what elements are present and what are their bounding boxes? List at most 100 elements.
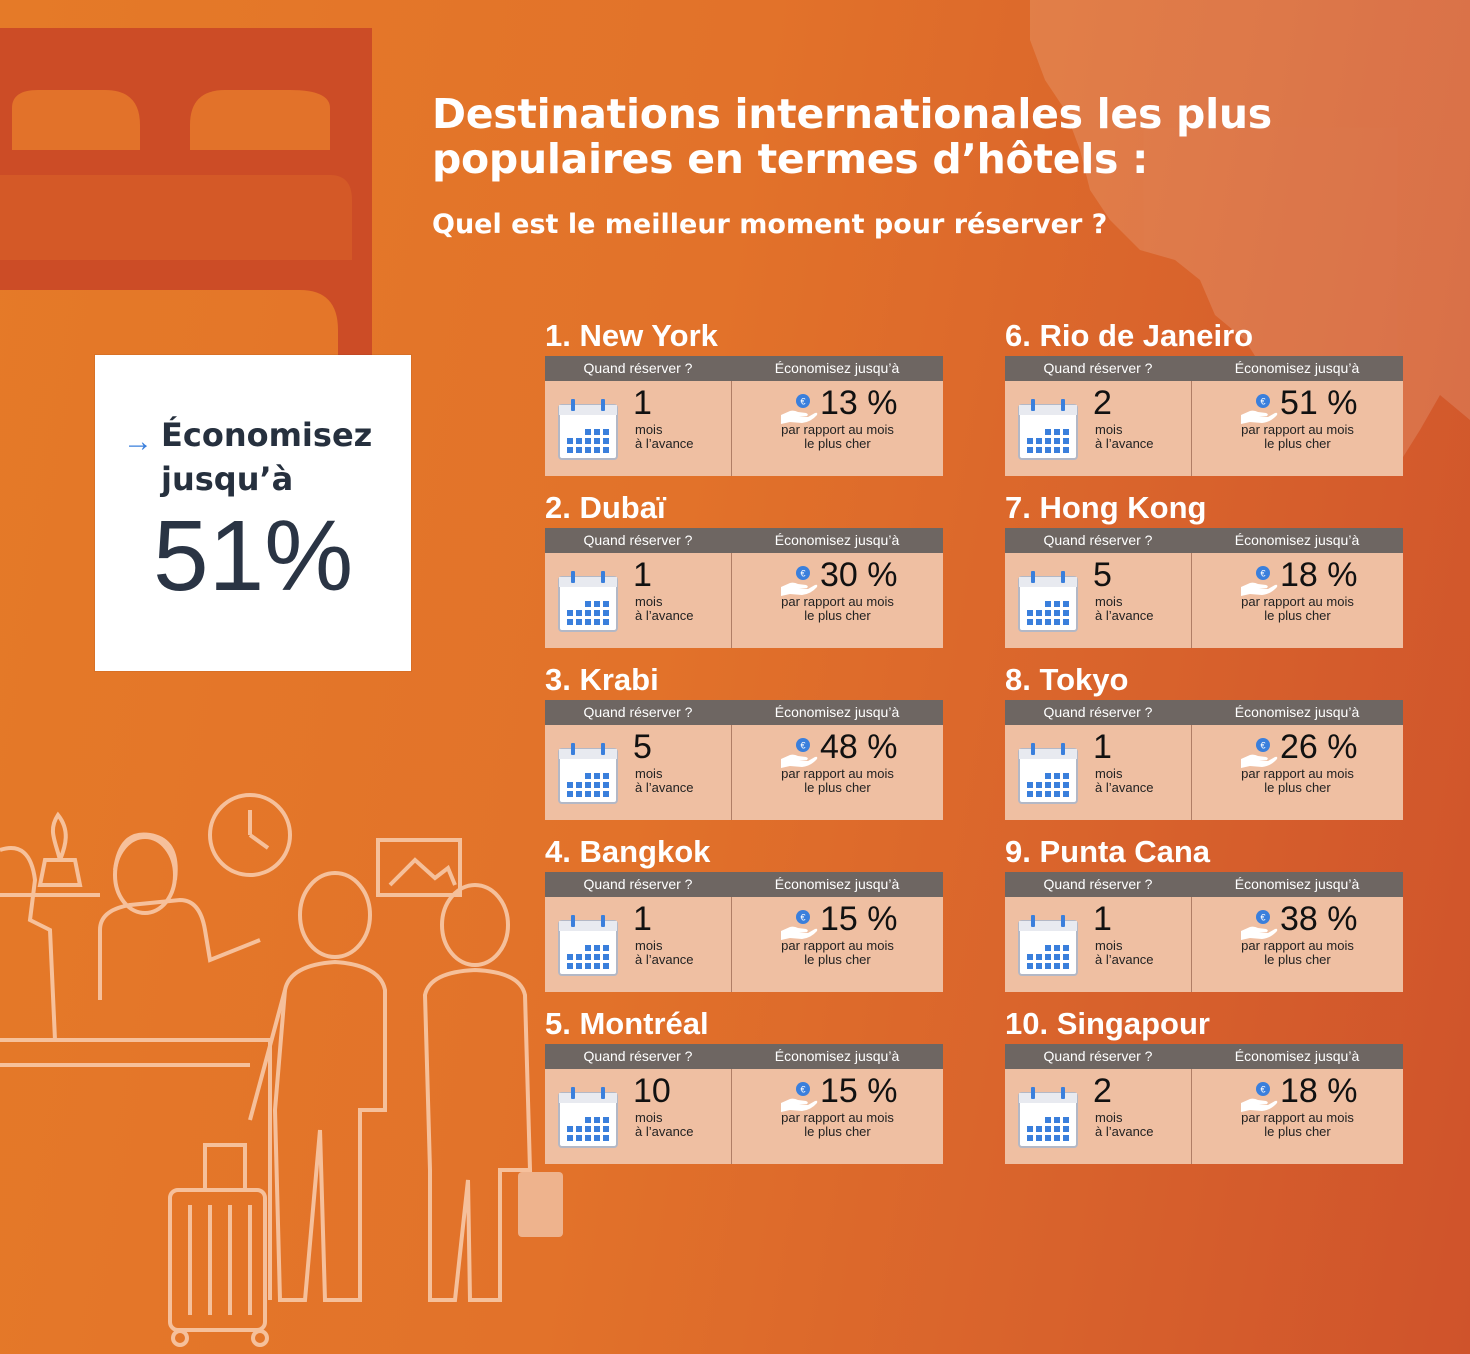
destination-card: 3. Krabi Quand réserver ? Économisez jus…: [545, 662, 943, 820]
calendar-icon: [1017, 743, 1079, 805]
when-cell: 2 mois à l’avance: [1005, 381, 1192, 476]
compare-line-2: le plus cher: [804, 436, 871, 451]
months-unit-line-2: à l’avance: [1095, 1124, 1154, 1139]
months-unit: mois à l’avance: [635, 939, 694, 967]
euro-hand-icon: €: [1238, 905, 1278, 945]
savings-compare: par rapport au mois le plus cher: [1192, 595, 1403, 623]
destination-card: 8. Tokyo Quand réserver ? Économisez jus…: [1005, 662, 1403, 820]
when-cell: 1 mois à l’avance: [1005, 897, 1192, 992]
savings-compare: par rapport au mois le plus cher: [732, 939, 943, 967]
when-cell: 2 mois à l’avance: [1005, 1069, 1192, 1164]
world-map-shape: [1030, 0, 1470, 470]
months-unit-line-1: mois: [1095, 938, 1123, 953]
destination-title: 4. Bangkok: [545, 834, 711, 869]
svg-text:€: €: [800, 569, 805, 579]
compare-line-2: le plus cher: [804, 952, 871, 967]
destination-card: 4. Bangkok Quand réserver ? Économisez j…: [545, 834, 943, 992]
savings-compare: par rapport au mois le plus cher: [1192, 767, 1403, 795]
savings-compare: par rapport au mois le plus cher: [732, 767, 943, 795]
save-header: Économisez jusqu’à: [1234, 704, 1360, 720]
months-value: 2: [1093, 1072, 1112, 1110]
destination-card: 7. Hong Kong Quand réserver ? Économisez…: [1005, 490, 1403, 648]
when-header: Quand réserver ?: [583, 532, 693, 548]
months-unit-line-2: à l’avance: [635, 436, 694, 451]
months-unit-line-2: à l’avance: [1095, 780, 1154, 795]
compare-line-1: par rapport au mois: [781, 1110, 894, 1125]
months-value: 2: [1093, 384, 1112, 422]
savings-value: 51 %: [1280, 384, 1358, 422]
calendar-icon: [1017, 1087, 1079, 1149]
months-unit-line-2: à l’avance: [635, 952, 694, 967]
euro-hand-icon: €: [778, 1077, 818, 1117]
compare-line-2: le plus cher: [1264, 952, 1331, 967]
calendar-icon: [1017, 399, 1079, 461]
savings-cell: € 13 % par rapport au mois le plus cher: [732, 381, 943, 476]
savings-promo-box: → Économisez jusqu’à 51%: [95, 355, 411, 671]
months-unit-line-1: mois: [1095, 766, 1123, 781]
calendar-icon: [557, 399, 619, 461]
card-header: Quand réserver ? Économisez jusqu’à: [1005, 700, 1403, 725]
months-unit-line-2: à l’avance: [1095, 608, 1154, 623]
compare-line-1: par rapport au mois: [1241, 422, 1354, 437]
compare-line-1: par rapport au mois: [1241, 594, 1354, 609]
when-header: Quand réserver ?: [583, 876, 693, 892]
months-value: 1: [1093, 900, 1112, 938]
compare-line-2: le plus cher: [804, 608, 871, 623]
svg-text:€: €: [800, 741, 805, 751]
euro-hand-icon: €: [1238, 561, 1278, 601]
destination-card: 1. New York Quand réserver ? Économisez …: [545, 318, 943, 476]
card-header: Quand réserver ? Économisez jusqu’à: [545, 356, 943, 381]
compare-line-1: par rapport au mois: [1241, 766, 1354, 781]
save-header: Économisez jusqu’à: [774, 1048, 900, 1064]
compare-line-2: le plus cher: [1264, 436, 1331, 451]
savings-value: 30 %: [820, 556, 898, 594]
months-unit: mois à l’avance: [1095, 939, 1154, 967]
when-header: Quand réserver ?: [583, 704, 693, 720]
calendar-icon: [1017, 571, 1079, 633]
when-cell: 10 mois à l’avance: [545, 1069, 732, 1164]
card-header: Quand réserver ? Économisez jusqu’à: [1005, 872, 1403, 897]
calendar-icon: [557, 743, 619, 805]
when-cell: 1 mois à l’avance: [545, 381, 732, 476]
svg-text:€: €: [800, 1085, 805, 1095]
save-header: Économisez jusqu’à: [1234, 532, 1360, 548]
card-header: Quand réserver ? Économisez jusqu’à: [1005, 528, 1403, 553]
card-header: Quand réserver ? Économisez jusqu’à: [545, 700, 943, 725]
months-unit: mois à l’avance: [1095, 1111, 1154, 1139]
compare-line-1: par rapport au mois: [781, 766, 894, 781]
when-header: Quand réserver ?: [1043, 876, 1153, 892]
calendar-icon: [557, 1087, 619, 1149]
save-header: Économisez jusqu’à: [774, 532, 900, 548]
months-value: 1: [633, 900, 652, 938]
savings-value: 15 %: [820, 1072, 898, 1110]
card-header: Quand réserver ? Économisez jusqu’à: [1005, 1044, 1403, 1069]
save-header: Économisez jusqu’à: [774, 704, 900, 720]
promo-value: 51%: [153, 500, 354, 612]
destination-card: 10. Singapour Quand réserver ? Économise…: [1005, 1006, 1403, 1164]
months-unit: mois à l’avance: [1095, 595, 1154, 623]
euro-hand-icon: €: [778, 733, 818, 773]
title-line-1: Destinations internationales les plus: [432, 90, 1272, 138]
when-header: Quand réserver ?: [1043, 532, 1153, 548]
months-unit-line-1: mois: [635, 1110, 663, 1125]
compare-line-1: par rapport au mois: [781, 422, 894, 437]
calendar-icon: [1017, 915, 1079, 977]
savings-cell: € 18 % par rapport au mois le plus cher: [1192, 553, 1403, 648]
card-body: 1 mois à l’avance € 38 % par rapport au …: [1005, 897, 1403, 992]
compare-line-1: par rapport au mois: [1241, 938, 1354, 953]
savings-cell: € 15 % par rapport au mois le plus cher: [732, 897, 943, 992]
destination-title: 3. Krabi: [545, 662, 659, 697]
when-header: Quand réserver ?: [583, 360, 693, 376]
svg-text:€: €: [800, 397, 805, 407]
destination-title: 5. Montréal: [545, 1006, 709, 1041]
when-cell: 1 mois à l’avance: [1005, 725, 1192, 820]
destination-title: 1. New York: [545, 318, 718, 353]
promo-text: Économisez jusqu’à: [161, 413, 411, 501]
months-unit-line-1: mois: [635, 422, 663, 437]
destination-title: 6. Rio de Janeiro: [1005, 318, 1254, 353]
promo-text-line-2: jusqu’à: [161, 460, 294, 498]
months-value: 5: [633, 728, 652, 766]
destination-card: 6. Rio de Janeiro Quand réserver ? Écono…: [1005, 318, 1403, 476]
compare-line-1: par rapport au mois: [781, 594, 894, 609]
